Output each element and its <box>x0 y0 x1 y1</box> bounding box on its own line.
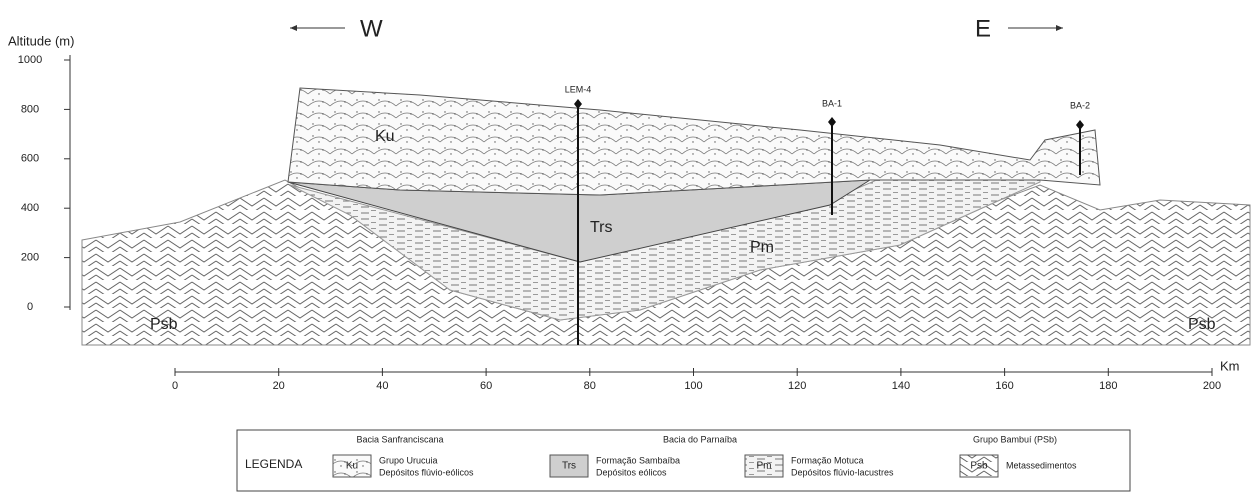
unit-label: Trs <box>590 219 613 236</box>
legend-symbol: Pm <box>757 461 772 472</box>
direction-east: E <box>975 15 991 42</box>
cross-section: W E Altitude (m) Km Ku Trs Pm Psb Psb LE… <box>0 0 1253 492</box>
x-tick-label: 180 <box>1099 380 1117 392</box>
legend-group: Bacia do Parnaíba <box>663 434 737 444</box>
x-tick-label: 140 <box>892 380 910 392</box>
well-label: BA-1 <box>822 98 842 108</box>
x-tick-label: 60 <box>480 380 492 392</box>
legend-description: Depósitos eólicos <box>596 467 667 477</box>
x-tick-label: 20 <box>273 380 285 392</box>
x-tick-label: 160 <box>995 380 1013 392</box>
east-arrow-head <box>1056 25 1063 31</box>
legend-name: Grupo Urucuia <box>379 455 438 465</box>
unit-label: Psb <box>150 316 178 333</box>
y-tick-label: 800 <box>21 103 39 115</box>
x-tick-label: 0 <box>172 380 178 392</box>
x-tick-label: 40 <box>376 380 388 392</box>
legend-title: LEGENDA <box>245 457 302 471</box>
legend-symbol: Psb <box>970 461 988 472</box>
unit-label: Ku <box>375 128 395 145</box>
y-tick-label: 200 <box>21 252 39 264</box>
y-axis-label: Altitude (m) <box>8 33 74 48</box>
legend-description: Depósitos flúvio-eólicos <box>379 467 474 477</box>
legend-group: Grupo Bambuí (PSb) <box>973 434 1057 444</box>
legend-symbol: Trs <box>562 461 576 472</box>
well-label: LEM-4 <box>565 84 592 94</box>
legend-group: Bacia Sanfranciscana <box>356 434 443 444</box>
legend-name: Metassedimentos <box>1006 460 1077 470</box>
legend-symbol: Ku <box>346 461 358 472</box>
legend-description: Depósitos flúvio-lacustres <box>791 467 894 477</box>
ku-unit <box>288 88 1100 195</box>
well-head <box>1076 120 1084 130</box>
well-head <box>828 117 836 127</box>
y-tick-label: 0 <box>27 301 33 313</box>
direction-west: W <box>360 15 383 42</box>
x-tick-label: 120 <box>788 380 806 392</box>
y-tick-label: 1000 <box>18 54 42 66</box>
y-tick-label: 600 <box>21 153 39 165</box>
y-tick-label: 400 <box>21 202 39 214</box>
legend-name: Formação Motuca <box>791 455 864 465</box>
legend-name: Formação Sambaíba <box>596 455 680 465</box>
x-tick-label: 80 <box>584 380 596 392</box>
unit-label: Pm <box>750 239 774 256</box>
x-tick-label: 100 <box>684 380 702 392</box>
unit-label: Psb <box>1188 316 1216 333</box>
x-tick-label: 200 <box>1203 380 1221 392</box>
x-axis-label: Km <box>1220 358 1240 373</box>
west-arrow-head <box>290 25 297 31</box>
geology <box>82 88 1250 345</box>
well-label: BA-2 <box>1070 100 1090 110</box>
